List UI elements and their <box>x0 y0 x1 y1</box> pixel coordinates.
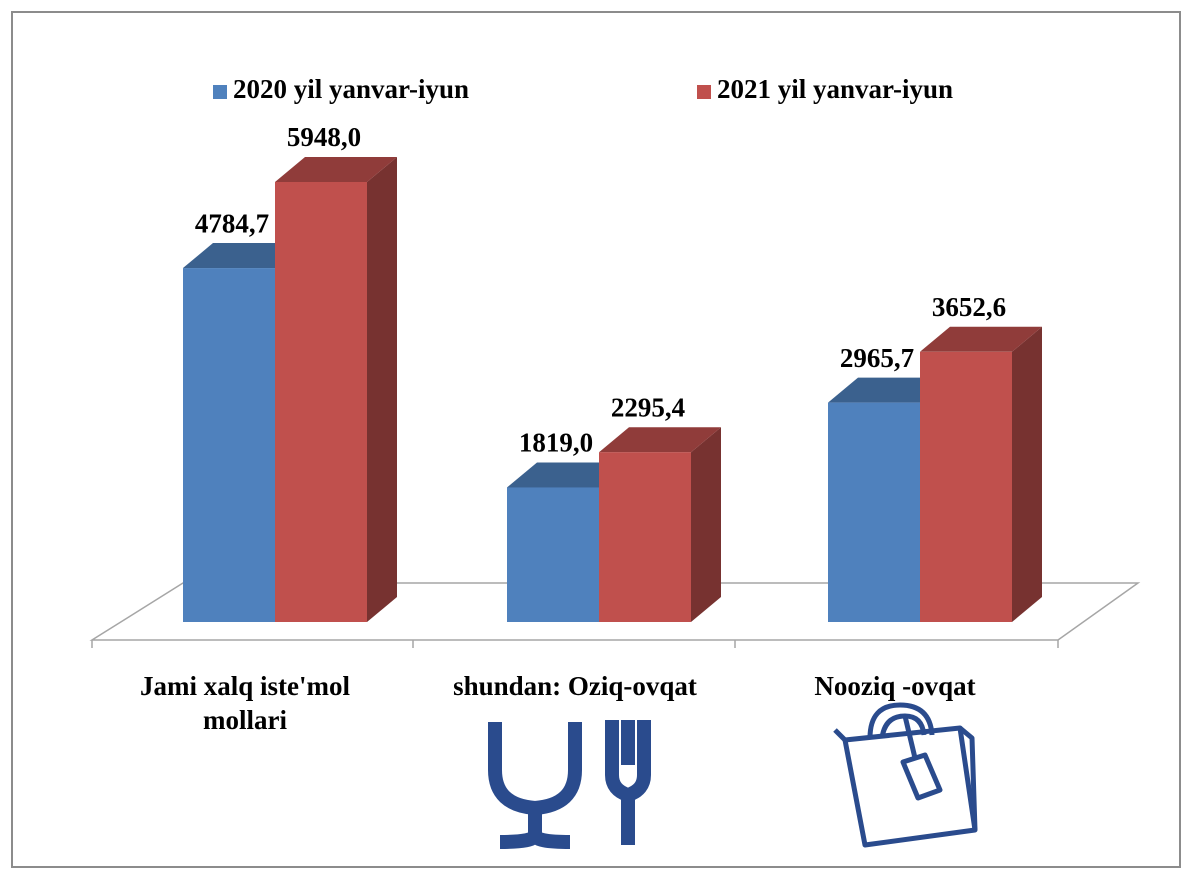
legend-swatch <box>697 85 711 99</box>
bar <box>828 402 920 622</box>
bar-side <box>691 427 721 622</box>
bar-top <box>183 243 305 269</box>
legend-swatch <box>213 85 227 99</box>
value-label: 4784,7 <box>195 208 269 238</box>
bar-top <box>275 157 397 182</box>
bar <box>920 351 1012 622</box>
floor <box>89 582 1141 641</box>
value-label: 2965,7 <box>840 343 914 373</box>
category-label: Nooziq -ovqat <box>814 671 976 701</box>
category-label: shundan: Oziq-ovqat <box>453 671 697 701</box>
floor-ticks <box>91 640 1059 648</box>
food-icon <box>488 720 651 849</box>
bag-icon <box>833 702 978 848</box>
bar-top <box>507 462 629 488</box>
value-label: 2295,4 <box>611 392 685 422</box>
value-label: 1819,0 <box>519 428 593 458</box>
bar-top <box>828 377 950 403</box>
bar-top <box>920 326 1042 352</box>
category-label: Jami xalq iste'mol mollari <box>140 671 350 735</box>
value-label: 3652,6 <box>932 292 1006 322</box>
bar <box>599 452 691 622</box>
value-label: 5948,0 <box>287 122 361 152</box>
legend-label: 2020 yil yanvar-iyun <box>233 74 469 104</box>
bar <box>507 487 599 622</box>
bar-side <box>367 157 397 622</box>
legend-label: 2021 yil yanvar-iyun <box>717 74 953 104</box>
bar-side <box>1012 326 1042 622</box>
bar <box>275 182 367 622</box>
bar <box>183 268 275 622</box>
bar-top <box>599 427 721 453</box>
